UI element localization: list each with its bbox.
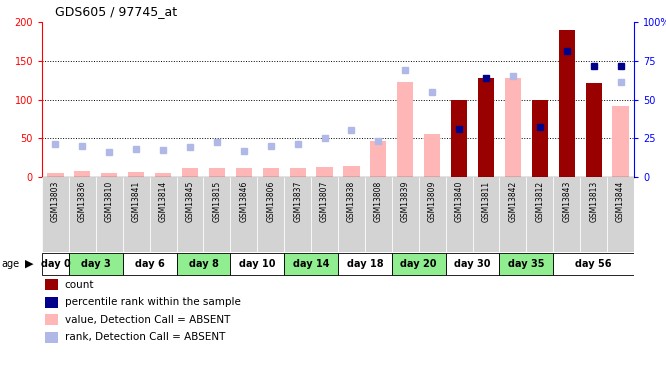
Bar: [284, 253, 338, 275]
Text: age: age: [1, 259, 19, 269]
Bar: [230, 253, 284, 275]
Bar: [45, 297, 59, 308]
Bar: [526, 177, 553, 252]
Text: day 18: day 18: [346, 259, 383, 269]
Bar: [397, 82, 414, 177]
Bar: [392, 177, 419, 252]
Bar: [69, 253, 123, 275]
Bar: [155, 173, 171, 177]
Bar: [365, 177, 392, 252]
Bar: [500, 253, 553, 275]
Bar: [553, 253, 634, 275]
Bar: [284, 177, 311, 252]
Bar: [370, 141, 386, 177]
Text: value, Detection Call = ABSENT: value, Detection Call = ABSENT: [65, 315, 230, 325]
Text: day 6: day 6: [135, 259, 165, 269]
Text: GSM13836: GSM13836: [78, 181, 87, 222]
Bar: [419, 177, 446, 252]
Bar: [585, 83, 601, 177]
Bar: [257, 177, 284, 252]
Bar: [446, 253, 500, 275]
Text: GSM13842: GSM13842: [508, 181, 517, 222]
Bar: [150, 177, 176, 252]
Bar: [505, 78, 521, 177]
Text: day 35: day 35: [508, 259, 545, 269]
Text: GSM13808: GSM13808: [374, 181, 383, 222]
Text: day 30: day 30: [454, 259, 491, 269]
Bar: [176, 253, 230, 275]
Text: GSM13815: GSM13815: [212, 181, 221, 222]
Bar: [451, 100, 467, 177]
Bar: [559, 30, 575, 177]
Text: GSM13807: GSM13807: [320, 181, 329, 222]
Bar: [338, 253, 392, 275]
Text: day 3: day 3: [81, 259, 111, 269]
Bar: [290, 168, 306, 177]
Bar: [338, 177, 365, 252]
Bar: [446, 177, 473, 252]
Text: percentile rank within the sample: percentile rank within the sample: [65, 297, 240, 307]
Text: GSM13846: GSM13846: [239, 181, 248, 222]
Bar: [75, 171, 91, 177]
Bar: [531, 99, 548, 177]
Bar: [45, 332, 59, 343]
Bar: [45, 279, 59, 290]
Text: day 20: day 20: [400, 259, 437, 269]
Bar: [613, 106, 629, 177]
Text: count: count: [65, 280, 95, 290]
Text: GSM13803: GSM13803: [51, 181, 60, 222]
Text: GSM13843: GSM13843: [562, 181, 571, 222]
Bar: [392, 253, 446, 275]
Text: GDS605 / 97745_at: GDS605 / 97745_at: [55, 5, 177, 18]
Text: GSM13845: GSM13845: [186, 181, 194, 222]
Bar: [123, 253, 176, 275]
Bar: [580, 177, 607, 252]
Text: GSM13806: GSM13806: [266, 181, 275, 222]
Text: day 10: day 10: [239, 259, 276, 269]
Text: GSM13841: GSM13841: [132, 181, 141, 222]
Bar: [500, 177, 526, 252]
Bar: [478, 78, 494, 177]
Bar: [203, 177, 230, 252]
Text: rank, Detection Call = ABSENT: rank, Detection Call = ABSENT: [65, 332, 225, 342]
Bar: [96, 177, 123, 252]
Text: ▶: ▶: [25, 259, 34, 269]
Bar: [607, 177, 634, 252]
Text: GSM13839: GSM13839: [401, 181, 410, 222]
Text: GSM13813: GSM13813: [589, 181, 598, 222]
Bar: [344, 166, 360, 177]
Text: GSM13840: GSM13840: [455, 181, 464, 222]
Bar: [424, 134, 440, 177]
Bar: [45, 314, 59, 326]
Bar: [128, 172, 145, 177]
Text: GSM13837: GSM13837: [293, 181, 302, 222]
Bar: [316, 167, 332, 177]
Text: GSM13809: GSM13809: [428, 181, 437, 222]
Bar: [101, 173, 117, 177]
Bar: [262, 168, 279, 177]
Bar: [176, 177, 203, 252]
Text: GSM13838: GSM13838: [347, 181, 356, 222]
Bar: [230, 177, 257, 252]
Text: GSM13812: GSM13812: [535, 181, 544, 222]
Bar: [553, 177, 580, 252]
Bar: [69, 177, 96, 252]
Bar: [311, 177, 338, 252]
Bar: [47, 173, 63, 177]
Text: GSM13844: GSM13844: [616, 181, 625, 222]
Text: GSM13814: GSM13814: [159, 181, 168, 222]
Bar: [182, 168, 198, 177]
Bar: [236, 168, 252, 177]
Text: day 8: day 8: [188, 259, 218, 269]
Bar: [209, 168, 225, 177]
Text: day 56: day 56: [575, 259, 612, 269]
Text: day 14: day 14: [293, 259, 330, 269]
Bar: [123, 177, 150, 252]
Text: GSM13811: GSM13811: [482, 181, 490, 222]
Text: GSM13810: GSM13810: [105, 181, 114, 222]
Bar: [473, 177, 500, 252]
Bar: [42, 177, 69, 252]
Text: day 0: day 0: [41, 259, 71, 269]
Bar: [42, 253, 69, 275]
